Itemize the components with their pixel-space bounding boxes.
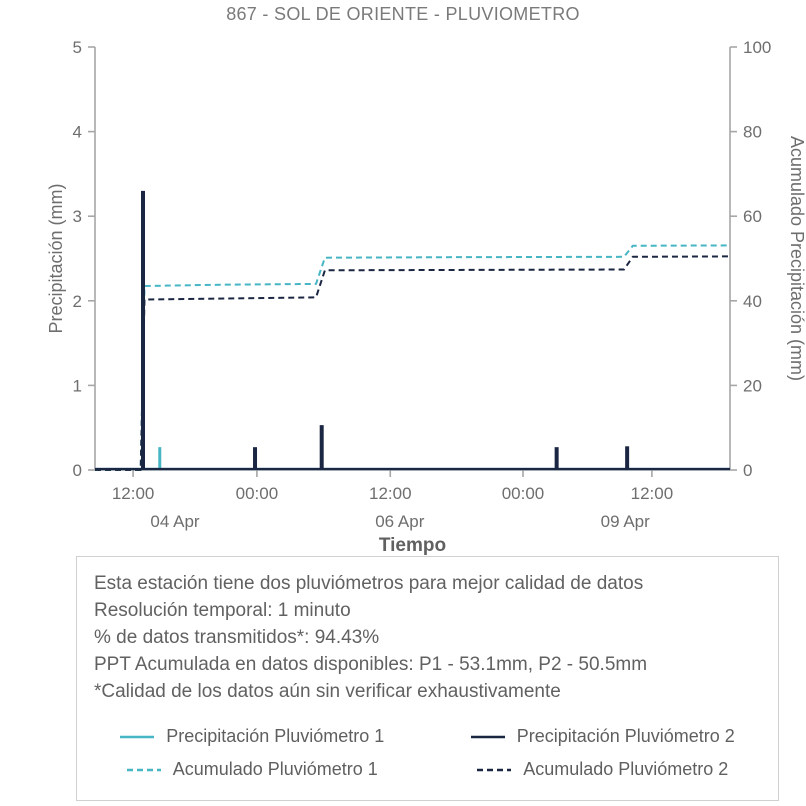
svg-text:00:00: 00:00 — [502, 484, 545, 503]
svg-text:12:00: 12:00 — [112, 484, 155, 503]
info-line-resolution: Resolución temporal: 1 minuto — [94, 600, 351, 621]
series-precipitaci-n-pluvi-metro-2 — [95, 190, 730, 471]
svg-text:100: 100 — [743, 38, 771, 57]
svg-text:5: 5 — [73, 38, 82, 57]
legend-label: Precipitación Pluviómetro 2 — [516, 726, 735, 746]
legend-label: Acumulado Pluviómetro 2 — [523, 759, 729, 779]
series-precipitaci-n-pluvi-metro-1 — [95, 192, 730, 471]
dashed-teal-line-icon — [126, 768, 161, 771]
svg-text:09 Apr: 09 Apr — [601, 512, 650, 531]
svg-text:80: 80 — [743, 123, 762, 142]
svg-text:06 Apr: 06 Apr — [375, 512, 424, 531]
svg-text:1: 1 — [73, 376, 82, 395]
legend-entry-precipitacion-pluviometro-1[interactable]: Precipitación Pluviómetro 1 — [120, 726, 384, 747]
x-axis-title: Tiempo — [379, 535, 446, 555]
svg-text:0: 0 — [73, 461, 82, 480]
series-acumulado-pluvi-metro-2 — [95, 255, 731, 471]
info-line-transmitted: % de datos transmitidos*: 94.43% — [94, 627, 380, 648]
y-right-axis: 0 20 40 60 80 100 Acumulado Precipitación (mm) — [730, 38, 806, 480]
legend-label: Acumulado Pluviómetro 1 — [172, 759, 378, 779]
svg-text:60: 60 — [743, 207, 762, 226]
svg-text:4: 4 — [73, 123, 82, 142]
svg-text:12:00: 12:00 — [631, 484, 674, 503]
info-line-station: Esta estación tiene dos pluviómetros par… — [94, 573, 644, 594]
svg-text:20: 20 — [743, 376, 762, 395]
legend-entry-precipitacion-pluviometro-2[interactable]: Precipitación Pluviómetro 2 — [470, 726, 735, 747]
legend-entry-acumulado-pluviometro-2[interactable]: Acumulado Pluviómetro 2 — [477, 759, 728, 780]
x-axis: 12:00 00:00 12:00 00:00 12:00 04 Apr 06 Apr 09 … — [112, 470, 673, 555]
legend-label: Precipitación Pluviómetro 1 — [166, 726, 385, 746]
y-left-axis: 0 1 2 3 4 5 Precipitación (mm) — [46, 38, 95, 480]
info-line-accumulated: PPT Acumulada en datos disponibles: P1 -… — [94, 654, 648, 675]
axes — [94, 47, 731, 471]
info-line-disclaimer: *Calidad de los datos aún sin verificar … — [94, 681, 561, 702]
y-right-axis-title: Acumulado Precipitación (mm) — [787, 136, 806, 381]
svg-text:2: 2 — [73, 292, 82, 311]
svg-text:3: 3 — [73, 207, 82, 226]
pluviometer-chart: 0 1 2 3 4 5 Precipitación (mm) 0 20 40 60 80 100 Acum… — [46, 38, 806, 555]
chart-title: 867 - SOL DE ORIENTE - PLUVIOMETRO — [226, 4, 580, 24]
svg-text:12:00: 12:00 — [369, 484, 412, 503]
series-acumulado-pluvi-metro-1 — [95, 244, 731, 471]
solid-navy-line-icon — [470, 735, 505, 738]
info-box: Esta estación tiene dos pluviómetros par… — [76, 556, 779, 801]
dashed-navy-line-icon — [477, 768, 512, 771]
y-left-axis-title: Precipitación (mm) — [46, 183, 66, 333]
svg-text:0: 0 — [743, 461, 752, 480]
info-text: Esta estación tiene dos pluviómetros par… — [77, 557, 778, 705]
legend: Precipitación Pluviómetro 1 Precipitació… — [77, 726, 778, 780]
svg-text:00:00: 00:00 — [236, 484, 279, 503]
svg-text:40: 40 — [743, 292, 762, 311]
svg-text:04 Apr: 04 Apr — [150, 512, 199, 531]
legend-entry-acumulado-pluviometro-1[interactable]: Acumulado Pluviómetro 1 — [126, 759, 378, 780]
solid-teal-line-icon — [120, 735, 155, 738]
